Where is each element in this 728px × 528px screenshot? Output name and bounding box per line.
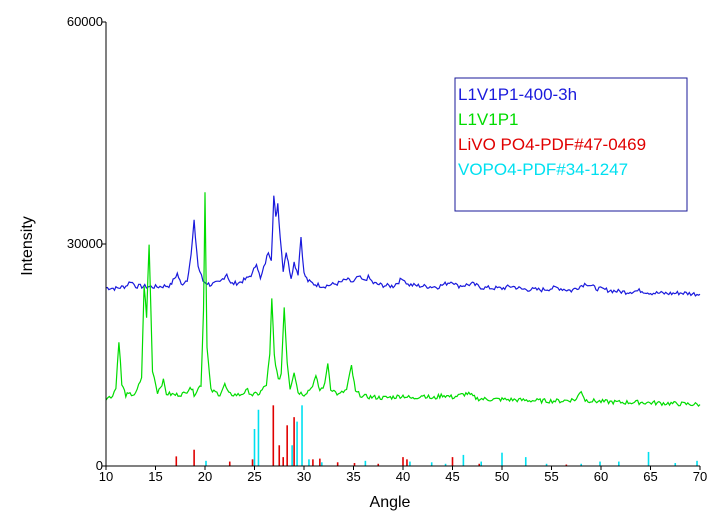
tick-labels: 10 15 20 25 30 35 40 45 50 55 60 65 70 0 30000 60000 — [67, 14, 707, 484]
y-tick-label: 60000 — [67, 14, 103, 29]
x-tick-label: 15 — [148, 469, 162, 484]
y-axis-title: Intensity — [19, 216, 36, 276]
series-line-0 — [105, 195, 701, 297]
y-tick-label: 30000 — [67, 236, 103, 251]
x-tick-label: 40 — [396, 469, 410, 484]
x-tick-label: 20 — [198, 469, 212, 484]
series-line-1 — [105, 192, 701, 408]
x-tick-label: 35 — [346, 469, 360, 484]
x-tick-label: 25 — [247, 469, 261, 484]
legend: L1V1P1-400-3h L1V1P1 LiVO PO4-PDF#47-0469 V… — [454, 77, 688, 212]
x-tick-label: 70 — [693, 469, 707, 484]
y-tick-label: 0 — [96, 458, 103, 473]
x-tick-label: 45 — [445, 469, 459, 484]
legend-box — [454, 77, 688, 212]
plot-area — [105, 192, 701, 466]
x-tick-label: 65 — [643, 469, 657, 484]
legend-entry: L1V1P1 — [458, 110, 519, 129]
x-tick-label: 10 — [99, 469, 113, 484]
x-tick-label: 60 — [594, 469, 608, 484]
x-tick-label: 50 — [495, 469, 509, 484]
x-tick-label: 55 — [544, 469, 558, 484]
x-axis-title: Angle — [370, 494, 411, 511]
x-tick-label: 30 — [297, 469, 311, 484]
legend-entry: VOPO4-PDF#34-1247 — [458, 160, 628, 179]
legend-entry: LiVO PO4-PDF#47-0469 — [458, 135, 646, 154]
legend-entry: L1V1P1-400-3h — [458, 85, 577, 104]
